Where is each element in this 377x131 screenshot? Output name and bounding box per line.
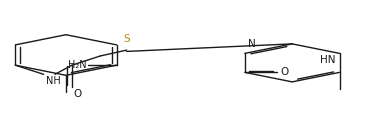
Text: O: O: [280, 67, 289, 77]
Text: NH: NH: [46, 76, 60, 86]
Text: O: O: [74, 89, 82, 99]
Text: N: N: [248, 39, 256, 49]
Text: S: S: [123, 34, 130, 43]
Text: HN: HN: [320, 55, 336, 65]
Text: H₂N: H₂N: [68, 60, 86, 70]
